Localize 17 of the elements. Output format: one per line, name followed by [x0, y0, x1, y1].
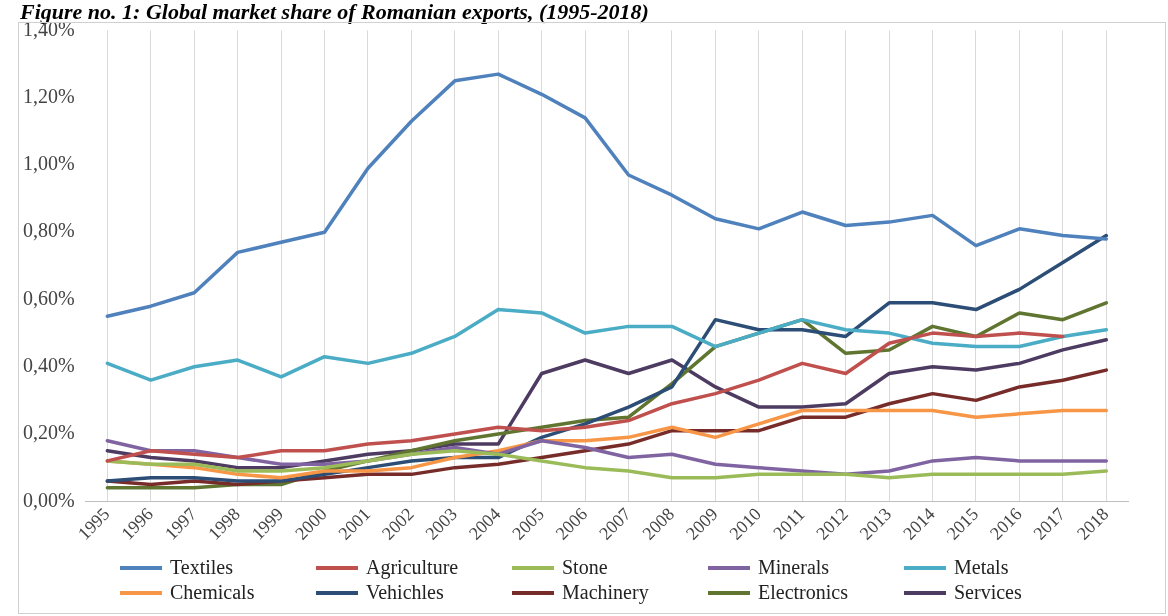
legend-label: Stone	[562, 556, 608, 579]
legend-label: Services	[954, 581, 1022, 604]
y-tick-label: 0,60%	[22, 286, 75, 309]
legend-label: Textiles	[170, 556, 234, 579]
legend-label: Minerals	[758, 556, 830, 579]
y-tick-label: 0,20%	[22, 421, 75, 444]
y-tick-label: 0,40%	[22, 353, 75, 376]
legend-label: Chemicals	[170, 581, 255, 604]
legend-label: Machinery	[562, 581, 649, 604]
y-tick-label: 1,20%	[22, 84, 75, 107]
legend-label: Vehichles	[366, 581, 444, 604]
y-tick-label: 0,00%	[22, 488, 75, 511]
legend-label: Agriculture	[366, 556, 459, 579]
legend-label: Electronics	[758, 581, 848, 604]
y-tick-label: 0,80%	[22, 219, 75, 242]
legend-label: Metals	[954, 556, 1009, 579]
y-tick-label: 1,00%	[22, 152, 75, 175]
